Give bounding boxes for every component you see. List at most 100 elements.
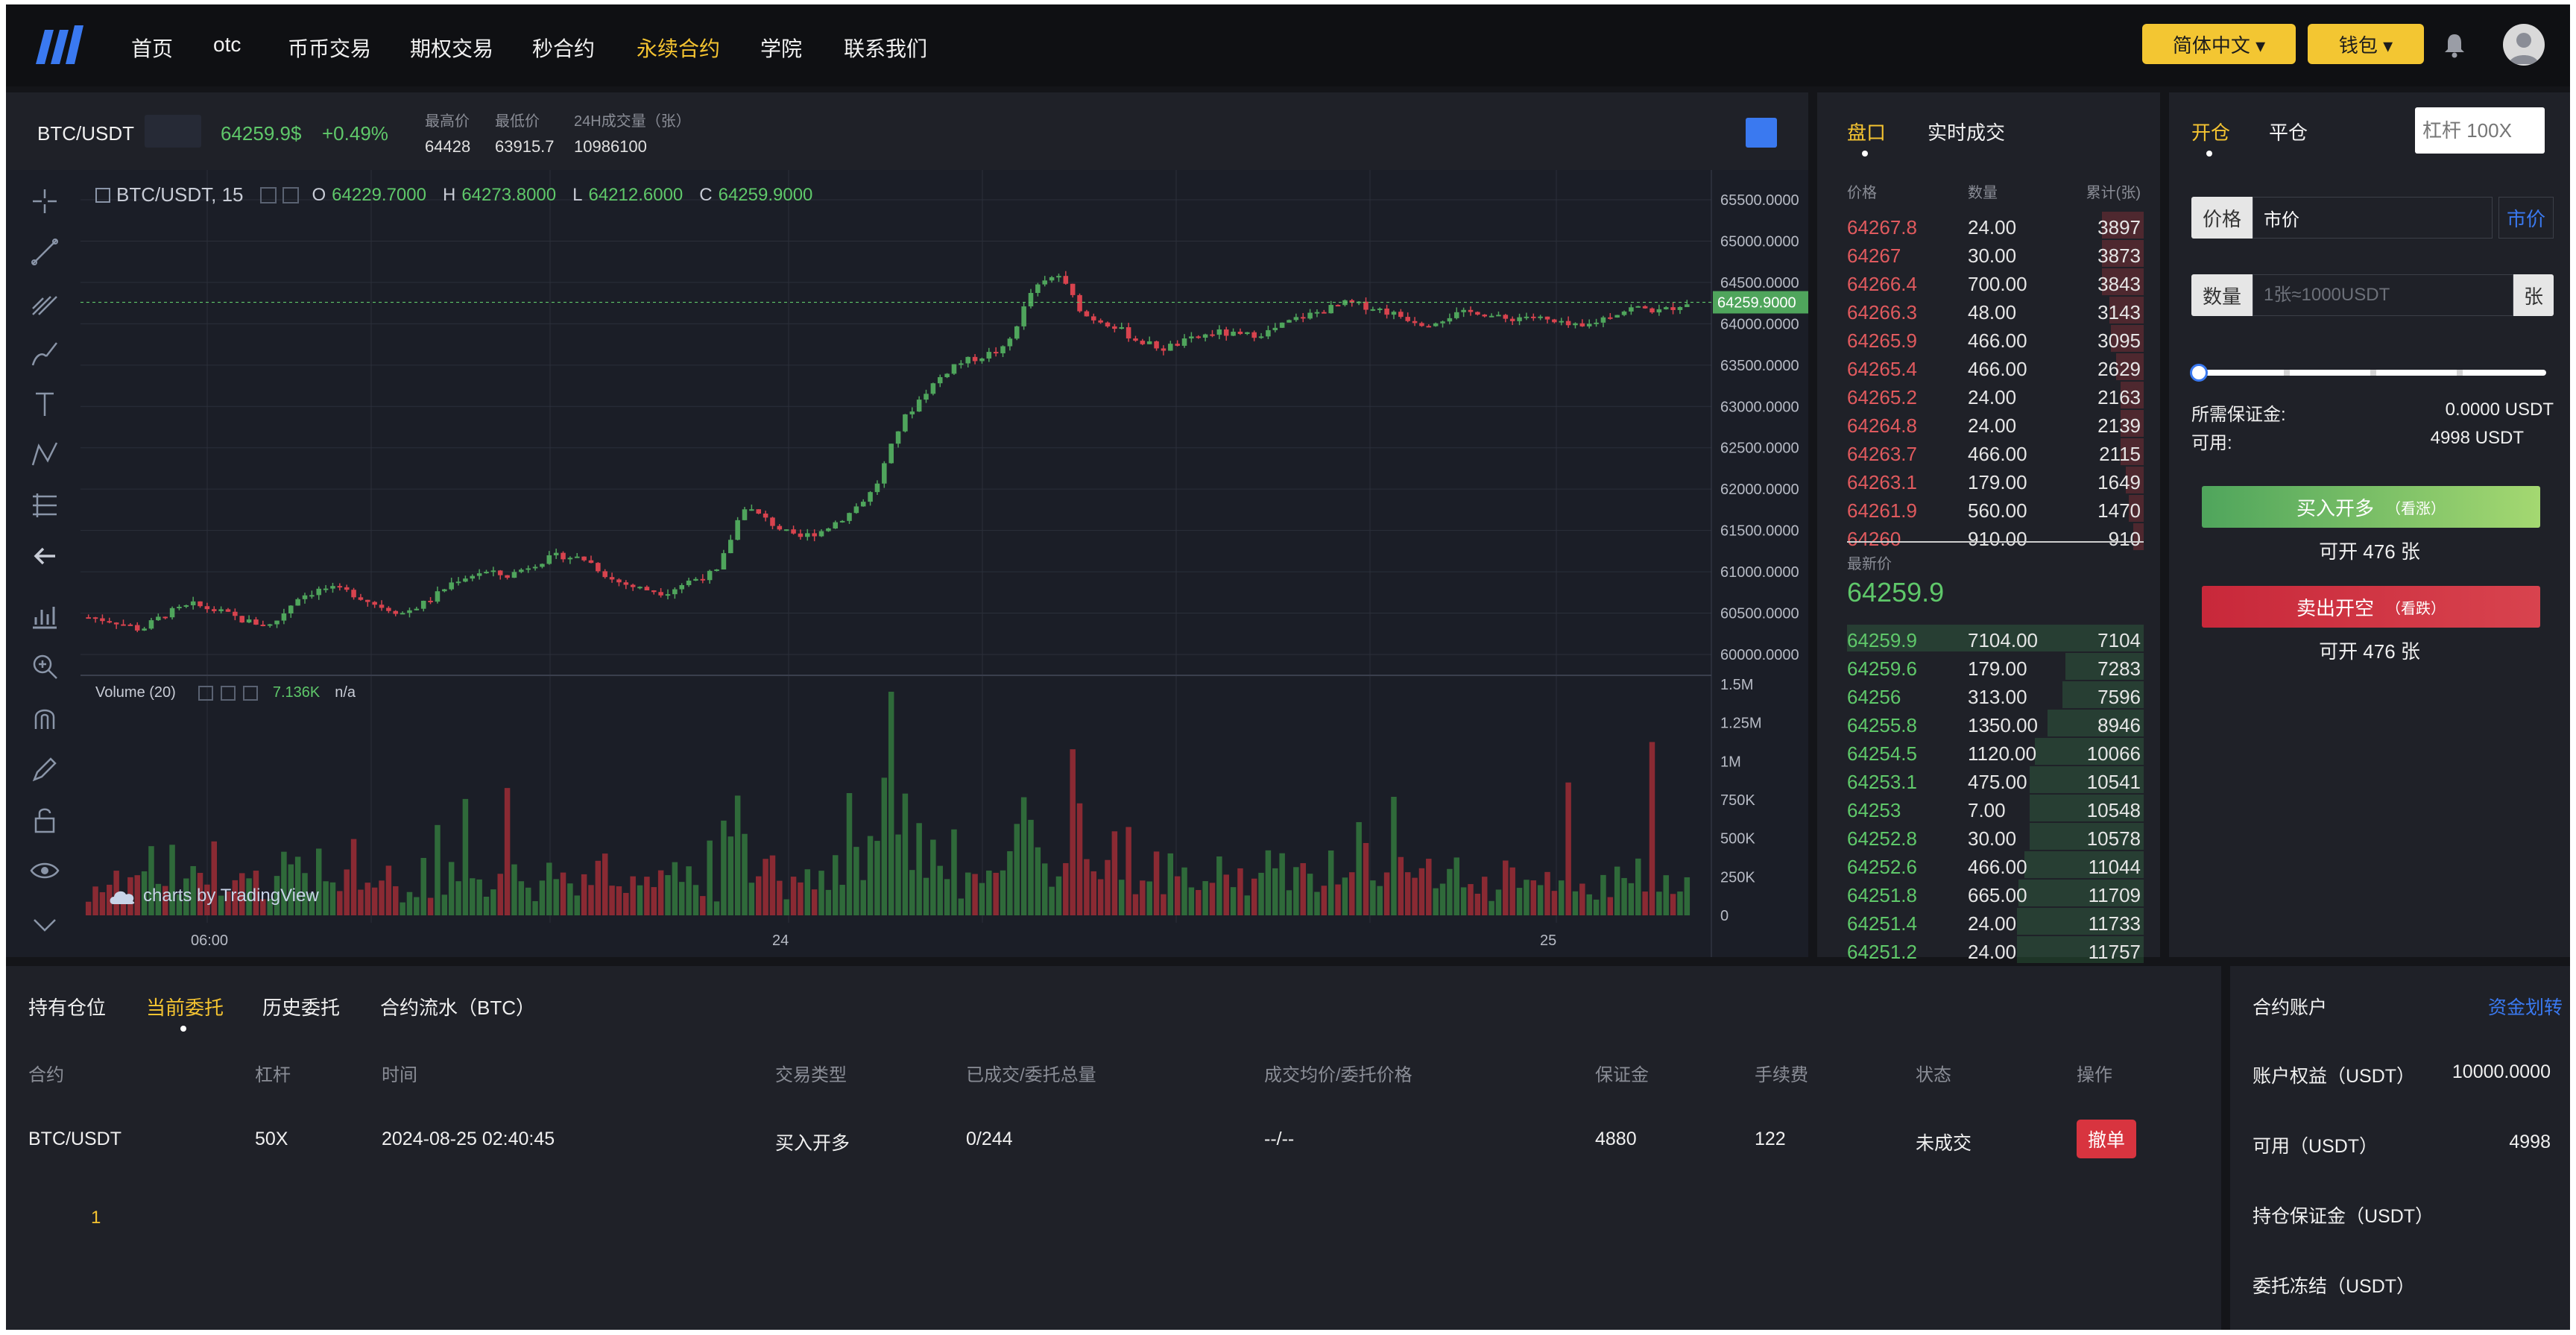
transfer-link[interactable]: 资金划转 <box>2487 997 2563 1018</box>
tradingview-chart[interactable]: 65500.0000 65000.0000 64500.0000 64000.0000… <box>6 170 1808 957</box>
candle-body <box>868 492 873 502</box>
candle-body <box>1552 319 1557 323</box>
pencil-lock-icon[interactable] <box>28 753 61 786</box>
bid-row[interactable]: 64255.8 1350.00 8946 <box>1817 708 2160 736</box>
candle-body <box>1398 312 1404 318</box>
nav-home[interactable]: 首页 <box>131 37 174 60</box>
bid-row[interactable]: 64252.6 466.00 11044 <box>1817 850 2160 878</box>
tab-open-position[interactable]: 开仓 <box>2191 121 2231 144</box>
volume-hide-icon[interactable] <box>220 685 236 701</box>
tab-positions[interactable]: 持有仓位 <box>28 997 107 1019</box>
slider-handle[interactable] <box>2190 364 2208 382</box>
zoom-in-icon[interactable] <box>28 650 61 683</box>
lock-icon[interactable] <box>28 804 61 836</box>
volume-bar <box>344 869 350 915</box>
avatar[interactable] <box>2503 24 2545 66</box>
low-value: 63915.7 <box>495 137 555 156</box>
pattern-icon[interactable] <box>28 438 61 471</box>
ask-row[interactable]: 64267 30.00 3873 <box>1817 239 2160 267</box>
text-icon[interactable] <box>28 388 61 420</box>
nav-second-contract[interactable]: 秒合约 <box>532 37 596 60</box>
ask-row[interactable]: 64265.2 24.00 2163 <box>1817 380 2160 408</box>
settings-icon[interactable] <box>259 186 277 203</box>
nav-options[interactable]: 期权交易 <box>410 37 494 60</box>
brush-icon[interactable] <box>28 337 61 370</box>
bid-row[interactable]: 64254.5 1120.00 10066 <box>1817 736 2160 765</box>
chevron-down-icon[interactable] <box>28 908 61 941</box>
ask-row[interactable]: 64264.8 24.00 2139 <box>1817 408 2160 437</box>
volume-bar <box>825 889 832 915</box>
ask-row[interactable]: 64261.9 560.00 1470 <box>1817 493 2160 522</box>
arrow-left-icon[interactable] <box>28 540 61 572</box>
bid-row[interactable]: 64253.1 475.00 10541 <box>1817 765 2160 793</box>
cancel-order-button[interactable]: 撤单 <box>2077 1120 2136 1158</box>
bid-row[interactable]: 64256 313.00 7596 <box>1817 680 2160 708</box>
bid-row[interactable]: 64251.4 24.00 11733 <box>1817 906 2160 935</box>
wallet-button[interactable]: 钱包 ▾ <box>2308 24 2424 64</box>
bid-row[interactable]: 64253 7.00 10548 <box>1817 793 2160 821</box>
ticker-pair[interactable]: BTC/USDT <box>37 122 134 145</box>
ask-row[interactable]: 64267.8 24.00 3897 <box>1817 210 2160 239</box>
hide-icon[interactable] <box>282 186 299 203</box>
measure-icon[interactable] <box>28 489 61 522</box>
price-input[interactable] <box>2253 197 2493 239</box>
leverage-input[interactable] <box>2415 107 2545 154</box>
tab-open-orders[interactable]: 当前委托 <box>146 997 224 1019</box>
ask-row[interactable]: 64265.4 466.00 2629 <box>1817 352 2160 380</box>
nav-spot[interactable]: 币币交易 <box>288 37 372 60</box>
sell-short-button[interactable]: 卖出开空 （看跌） <box>2202 586 2540 628</box>
language-button[interactable]: 简体中文 ▾ <box>2142 24 2296 64</box>
buy-long-button[interactable]: 买入开多 （看涨） <box>2202 486 2540 528</box>
tab-live-trades[interactable]: 实时成交 <box>1928 121 2006 144</box>
chart-panel: BTC/USDT 64259.9$ +0.49% 最高价 64428 最低价 6… <box>6 92 1808 957</box>
bid-row[interactable]: 64252.8 30.00 10578 <box>1817 821 2160 850</box>
nav-contact[interactable]: 联系我们 <box>844 37 928 60</box>
pagination-page[interactable]: 1 <box>91 1208 101 1228</box>
volume-bar <box>965 872 971 915</box>
ask-row[interactable]: 64266.4 700.00 3843 <box>1817 267 2160 295</box>
trend-line-icon[interactable] <box>28 236 61 268</box>
ask-total: 3897 <box>2097 216 2141 239</box>
collapse-legend-icon[interactable] <box>95 187 110 203</box>
candle-body <box>1440 321 1445 324</box>
depth-bar <box>2062 681 2144 708</box>
ask-row[interactable]: 64266.3 48.00 3143 <box>1817 295 2160 324</box>
volume-settings-icon[interactable] <box>198 685 213 701</box>
ask-row[interactable]: 64263.7 466.00 2115 <box>1817 437 2160 465</box>
market-price-button[interactable]: 市价 <box>2498 197 2554 239</box>
bell-icon[interactable] <box>2443 33 2466 58</box>
volume-bar <box>748 883 755 915</box>
bid-row[interactable]: 64259.9 7104.00 7104 <box>1817 623 2160 651</box>
quantity-input[interactable] <box>2253 274 2513 316</box>
nav-perpetual[interactable]: 永续合约 <box>637 37 721 60</box>
volume-bar <box>860 880 866 915</box>
pair-selector[interactable] <box>145 115 201 148</box>
tab-order-history[interactable]: 历史委托 <box>262 997 341 1019</box>
fullscreen-button[interactable] <box>1746 118 1777 148</box>
eye-icon[interactable] <box>28 854 61 887</box>
volume-bar <box>197 873 203 915</box>
ask-row[interactable]: 64260 910.00 910 <box>1817 522 2160 550</box>
candle-body <box>658 592 663 596</box>
bid-row[interactable]: 64259.6 179.00 7283 <box>1817 651 2160 680</box>
candle-body <box>805 533 810 537</box>
nav-academy[interactable]: 学院 <box>760 37 803 60</box>
volume-close-icon[interactable] <box>242 685 258 701</box>
magnet-icon[interactable] <box>28 702 61 735</box>
tab-contract-ledger[interactable]: 合约流水（BTC） <box>380 997 536 1019</box>
crosshair-icon[interactable] <box>28 185 61 218</box>
bid-row[interactable]: 64251.2 24.00 11757 <box>1817 935 2160 963</box>
volume-bar <box>1196 890 1202 915</box>
chart-type-icon[interactable] <box>28 599 61 632</box>
volume-bar <box>260 899 266 915</box>
tab-close-position[interactable]: 平仓 <box>2269 121 2308 144</box>
ask-row[interactable]: 64265.9 466.00 3095 <box>1817 324 2160 352</box>
logo-icon[interactable] <box>28 22 88 67</box>
ask-row[interactable]: 64263.1 179.00 1649 <box>1817 465 2160 493</box>
bid-row[interactable]: 64251.8 665.00 11709 <box>1817 878 2160 906</box>
fib-icon[interactable] <box>28 286 61 319</box>
tab-order-book[interactable]: 盘口 <box>1847 121 1887 144</box>
volume-bar <box>1237 868 1243 915</box>
tradingview-watermark[interactable]: charts by TradingView <box>107 886 319 906</box>
nav-otc[interactable]: otc <box>213 33 242 56</box>
